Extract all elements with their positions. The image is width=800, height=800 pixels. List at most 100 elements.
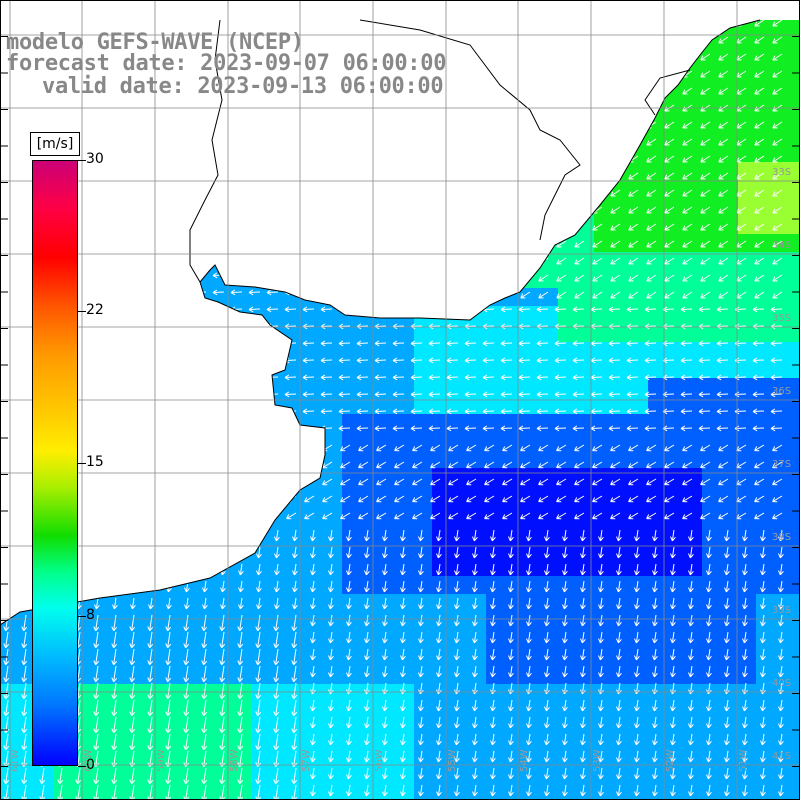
wind-arrow [626,374,639,381]
wind-cell [468,144,487,163]
wind-cell [216,576,235,595]
wind-cell [630,414,649,433]
wind-cell [396,216,415,235]
wind-arrow [428,187,441,194]
wind-cell [270,522,289,541]
wind-arrow [266,306,279,313]
wind-arrow [93,699,100,717]
wind-arrow [50,119,63,126]
wind-cell [288,252,307,271]
wind-cell [0,432,19,451]
wind-cell [594,0,613,19]
wind-arrow [634,784,640,797]
wind-arrow [518,306,531,313]
wind-cell [324,612,343,631]
wind-arrow [616,784,622,797]
wind-cell [414,342,433,361]
wind-cell [324,432,343,451]
wind-arrow [700,478,711,486]
wind-cell [432,774,451,793]
wind-cell [540,90,559,109]
wind-cell [432,162,451,181]
wind-cell [666,126,685,145]
wind-cell [18,0,37,19]
wind-cell [684,792,703,800]
wind-cell [450,36,469,55]
wind-cell [738,378,757,397]
wind-arrow [158,153,171,160]
wind-cell [594,720,613,739]
wind-arrow [392,340,405,347]
wind-cell [774,522,793,541]
wind-arrow [436,614,442,627]
wind-cell [234,504,253,523]
wind-arrow [520,478,531,486]
wind-arrow [700,189,711,197]
wind-arrow [410,170,423,177]
wind-arrow [464,391,477,398]
wind-arrow [284,272,297,279]
wind-cell [594,414,613,433]
wind-cell [126,162,145,181]
wind-cell [450,0,469,19]
wind-arrow [302,34,315,41]
colorbar-tick-label: 15 [86,454,104,470]
wind-cell [342,774,361,793]
wind-arrow [310,699,316,712]
wind-cell [558,594,577,613]
wind-cell [612,522,631,541]
wind-cell [792,504,800,523]
wind-cell [684,342,703,361]
wind-cell [234,378,253,397]
wind-arrow [14,85,27,92]
wind-arrow [644,408,657,415]
wind-cell [234,558,253,577]
wind-cell [756,288,775,307]
wind-cell [792,378,800,397]
wind-arrow [682,172,693,180]
wind-arrow [142,461,153,469]
wind-arrow [374,255,387,262]
wind-arrow [129,665,136,683]
wind-arrow [682,36,693,44]
wind-arrow [430,495,441,503]
wind-cell [36,774,55,793]
wind-arrow [400,546,406,559]
wind-arrow [670,631,676,644]
wind-arrow [544,529,550,542]
wind-arrow [310,631,316,644]
wind-cell [486,270,505,289]
wind-cell [198,162,217,181]
wind-cell [270,540,289,559]
wind-cell [738,162,757,181]
wind-arrow [562,648,568,661]
wind-arrow [178,478,189,486]
wind-cell [198,522,217,541]
wind-arrow [556,512,567,520]
wind-cell [612,360,631,379]
wind-arrow [574,36,585,44]
wind-cell [180,306,199,325]
wind-arrow [508,750,514,763]
wind-arrow [772,155,783,163]
wind-arrow [682,20,693,27]
wind-cell [702,324,721,343]
wind-arrow [86,289,99,296]
wind-arrow [346,699,352,712]
wind-arrow [610,206,621,214]
wind-arrow [572,374,585,381]
wind-cell [270,432,289,451]
wind-arrow [646,257,657,265]
wind-arrow [490,546,496,559]
wind-arrow [742,767,748,780]
wind-arrow [574,512,585,520]
wind-arrow [147,733,154,751]
wind-cell [702,180,721,199]
wind-arrow [430,461,441,469]
wind-cell [360,252,379,271]
wind-arrow [664,20,675,27]
wind-cell [324,540,343,559]
wind-arrow [346,733,352,746]
wind-cell [252,576,271,595]
wind-arrow [302,136,315,143]
